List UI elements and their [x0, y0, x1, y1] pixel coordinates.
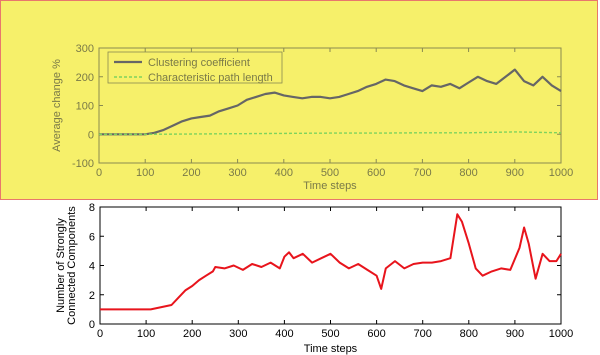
- x-tick-label: 600: [367, 328, 385, 340]
- x-tick-label: 600: [367, 167, 385, 179]
- series-line-1: [99, 131, 562, 136]
- x-tick-label: 0: [97, 328, 103, 340]
- y-axis-label-line: Number of Strongly: [55, 218, 67, 313]
- y-tick-label: 8: [89, 202, 95, 214]
- y-tick-label: 200: [76, 72, 94, 84]
- x-tick-label: 900: [506, 328, 524, 340]
- chart-average-change: 0 100 200 300 400 500 600 700 800 900 1000-1000100…: [51, 43, 573, 192]
- y-tick-label: -100: [72, 158, 94, 170]
- x-tick-label: 100: [137, 328, 155, 340]
- x-tick-label: 400: [275, 167, 293, 179]
- x-tick-label: 0: [96, 167, 102, 179]
- y-tick-label: 300: [76, 43, 94, 55]
- x-tick-label: 700: [413, 167, 431, 179]
- x-tick-label: 500: [321, 328, 339, 340]
- y-axis-label: Average change %: [51, 59, 63, 152]
- x-tick-label: 1000: [549, 328, 573, 340]
- y-tick-label: 100: [76, 101, 94, 113]
- series-line-0: [99, 68, 562, 136]
- x-tick-label: 1000: [549, 167, 573, 179]
- x-tick-label: 700: [414, 328, 432, 340]
- x-tick-label: 200: [183, 328, 201, 340]
- legend-label: Characteristic path length: [148, 72, 273, 84]
- y-tick-label: 2: [89, 290, 95, 302]
- y-tick-label: 6: [89, 231, 95, 243]
- series-line-0: [100, 213, 562, 311]
- y-axis-label-line: Connected Components: [66, 206, 78, 325]
- x-tick-label: 500: [321, 167, 339, 179]
- x-axis-label: Time steps: [304, 343, 358, 355]
- legend-box: [107, 51, 283, 84]
- y-tick-label: 4: [89, 261, 95, 273]
- top-chart-panel: [0, 0, 598, 200]
- x-tick-label: 900: [506, 167, 524, 179]
- x-tick-label: 200: [182, 167, 200, 179]
- x-tick-label: 300: [228, 167, 246, 179]
- x-tick-label: 800: [459, 167, 477, 179]
- legend-label: Clustering coefficient: [148, 57, 250, 69]
- y-tick-label: 0: [89, 319, 95, 331]
- x-axis-label: Time steps: [303, 180, 357, 192]
- x-tick-label: 400: [275, 328, 293, 340]
- x-tick-label: 800: [460, 328, 478, 340]
- y-tick-label: 0: [88, 129, 94, 141]
- x-tick-label: 300: [229, 328, 247, 340]
- x-tick-label: 100: [136, 167, 154, 179]
